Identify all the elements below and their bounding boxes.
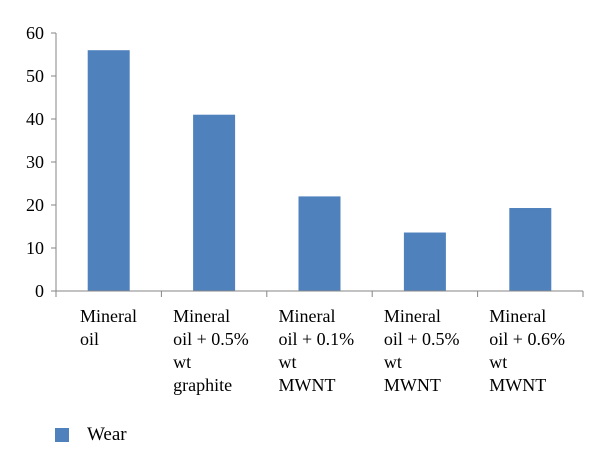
y-tick-label: 10 xyxy=(26,238,44,258)
y-tick-label: 0 xyxy=(35,281,44,301)
y-axis-ticks: 0 10 20 30 40 50 60 xyxy=(26,23,56,301)
x-category-label-line: Mineral xyxy=(173,306,230,326)
legend-label-wear: Wear xyxy=(87,424,127,445)
bar xyxy=(87,50,130,292)
x-category-label: Mineral oil + 0.6% wt MWNT xyxy=(489,306,565,395)
y-tick-label: 40 xyxy=(26,109,44,129)
bar xyxy=(403,232,446,291)
x-category-label-line: Mineral xyxy=(384,306,441,326)
x-category-label-line: Mineral xyxy=(489,306,546,326)
x-category-label-line: MWNT xyxy=(384,375,441,395)
x-category-label-line: oil + 0.6% xyxy=(489,329,565,349)
x-category-label: Mineral oil + 0.5% wt MWNT xyxy=(384,306,460,395)
x-category-label-line: oil xyxy=(80,329,99,349)
x-category-label-line: MWNT xyxy=(489,375,546,395)
y-tick-label: 50 xyxy=(26,66,44,86)
x-category-label-line: oil + 0.5% xyxy=(173,329,249,349)
x-category-label: Mineral oil xyxy=(80,306,137,349)
legend-swatch-wear xyxy=(55,428,69,442)
x-category-label-line: wt xyxy=(173,352,191,372)
x-category-label-line: graphite xyxy=(173,375,232,395)
legend: Wear xyxy=(55,424,127,446)
x-category-label-line: Mineral xyxy=(279,306,336,326)
bar xyxy=(193,114,236,291)
y-tick-label: 60 xyxy=(26,23,44,43)
x-category-label-line: oil + 0.1% xyxy=(279,329,355,349)
bar-series-wear xyxy=(87,50,552,292)
y-tick-label: 30 xyxy=(26,152,44,172)
x-category-label-line: oil + 0.5% xyxy=(384,329,460,349)
bar xyxy=(298,196,341,291)
x-category-label-line: wt xyxy=(384,352,402,372)
bar xyxy=(509,208,552,291)
x-category-label: Mineral oil + 0.1% wt MWNT xyxy=(279,306,355,395)
x-category-label-line: wt xyxy=(279,352,297,372)
x-category-label: Mineral oil + 0.5% wt graphite xyxy=(173,306,249,395)
x-category-label-line: MWNT xyxy=(279,375,336,395)
y-tick-label: 20 xyxy=(26,195,44,215)
x-category-label-line: Mineral xyxy=(80,306,137,326)
x-category-label-line: wt xyxy=(489,352,507,372)
x-axis-ticks xyxy=(55,291,584,297)
